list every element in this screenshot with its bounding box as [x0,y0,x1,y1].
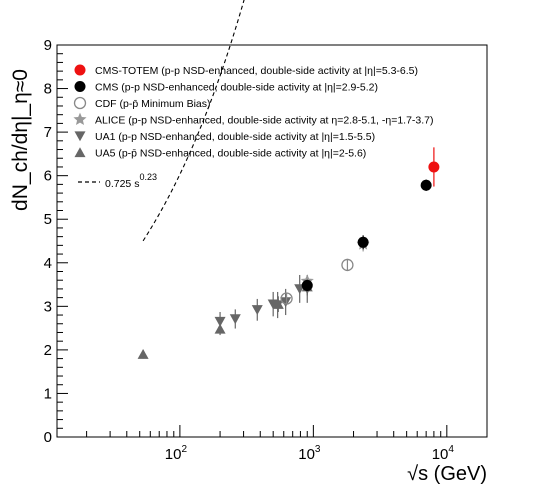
plot-frame [56,44,488,438]
x-tick-labels: 102 103 104 [165,444,455,463]
legend-marker-circle [74,81,86,92]
y-tick-label: 2 [44,342,52,359]
data-point-circle [357,236,369,248]
legend: CMS-TOTEM (p-p NSD-enhanced, double-side… [73,64,434,160]
data-point-open-circle [341,258,354,272]
data-point-circle [428,161,440,173]
x-axis-title-text: √s (GeV) [407,463,487,485]
fit-label-exponent: 0.23 [139,172,157,182]
y-axis-title: dN_ch/dη|_η≈0 [9,69,32,211]
x-axis-title: √s (GeV) [407,463,487,485]
legend-marker-open-circle [73,96,87,110]
legend-marker-triangle-down [74,131,86,142]
x-tick-label: 104 [432,444,455,463]
x-tick-label: 103 [298,444,321,463]
fit-label: 0.725 s0.23 [78,172,157,190]
y-axis-title-text: dN_ch/dη|_η≈0 [9,69,32,211]
y-tick-label: 1 [44,385,52,402]
x-tick-label: 102 [165,444,188,463]
svg-text:dN_ch/dη|_η≈0: dN_ch/dη|_η≈0 [9,69,32,211]
y-tick-label: 3 [44,298,52,315]
data-point-circle [301,279,313,291]
legend-label: CMS (p-p NSD-enhanced, double-side activ… [95,82,378,94]
data-point-open-circle [280,292,293,305]
y-tick-label: 7 [44,124,52,141]
axis-ticks [57,44,488,438]
legend-marker-circle [74,64,86,76]
y-tick-label: 8 [44,81,52,98]
y-tick-label: 6 [44,168,52,185]
data-point-triangle-up [137,349,149,359]
y-tick-labels: 0 1 2 3 4 5 6 7 8 9 [44,37,52,446]
fit-label-text: 0.725 s [105,178,139,190]
data-point-triangle-down [251,305,263,316]
fit-curve [142,0,245,242]
legend-label: UA5 (p-p̄ NSD-enhanced, double-side acti… [95,148,366,160]
y-tick-label: 9 [44,37,52,54]
data-point-triangle-down [229,314,241,325]
data-point-triangle-down [214,316,226,327]
legend-label: CMS-TOTEM (p-p NSD-enhanced, double-side… [95,65,418,77]
data-points [137,147,440,359]
data-point-triangle-down [280,297,292,308]
fit-layer [142,0,245,242]
y-tick-label: 0 [44,429,52,446]
legend-marker-triangle-up [74,147,86,158]
y-tick-label: 4 [44,255,52,272]
legend-label: UA1 (p-p NSD-enhanced, double-side activ… [95,131,375,143]
data-point-circle [420,179,432,191]
legend-label: CDF (p-p̄ Minimum Bias) [95,98,211,110]
legend-marker-star [73,112,87,126]
svg-text:0.725 s0.23: 0.725 s0.23 [105,172,157,190]
y-tick-label: 5 [44,211,52,228]
data-point-triangle-down [272,300,284,311]
legend-label: ALICE (p-p NSD-enhanced, double-side act… [95,115,434,127]
